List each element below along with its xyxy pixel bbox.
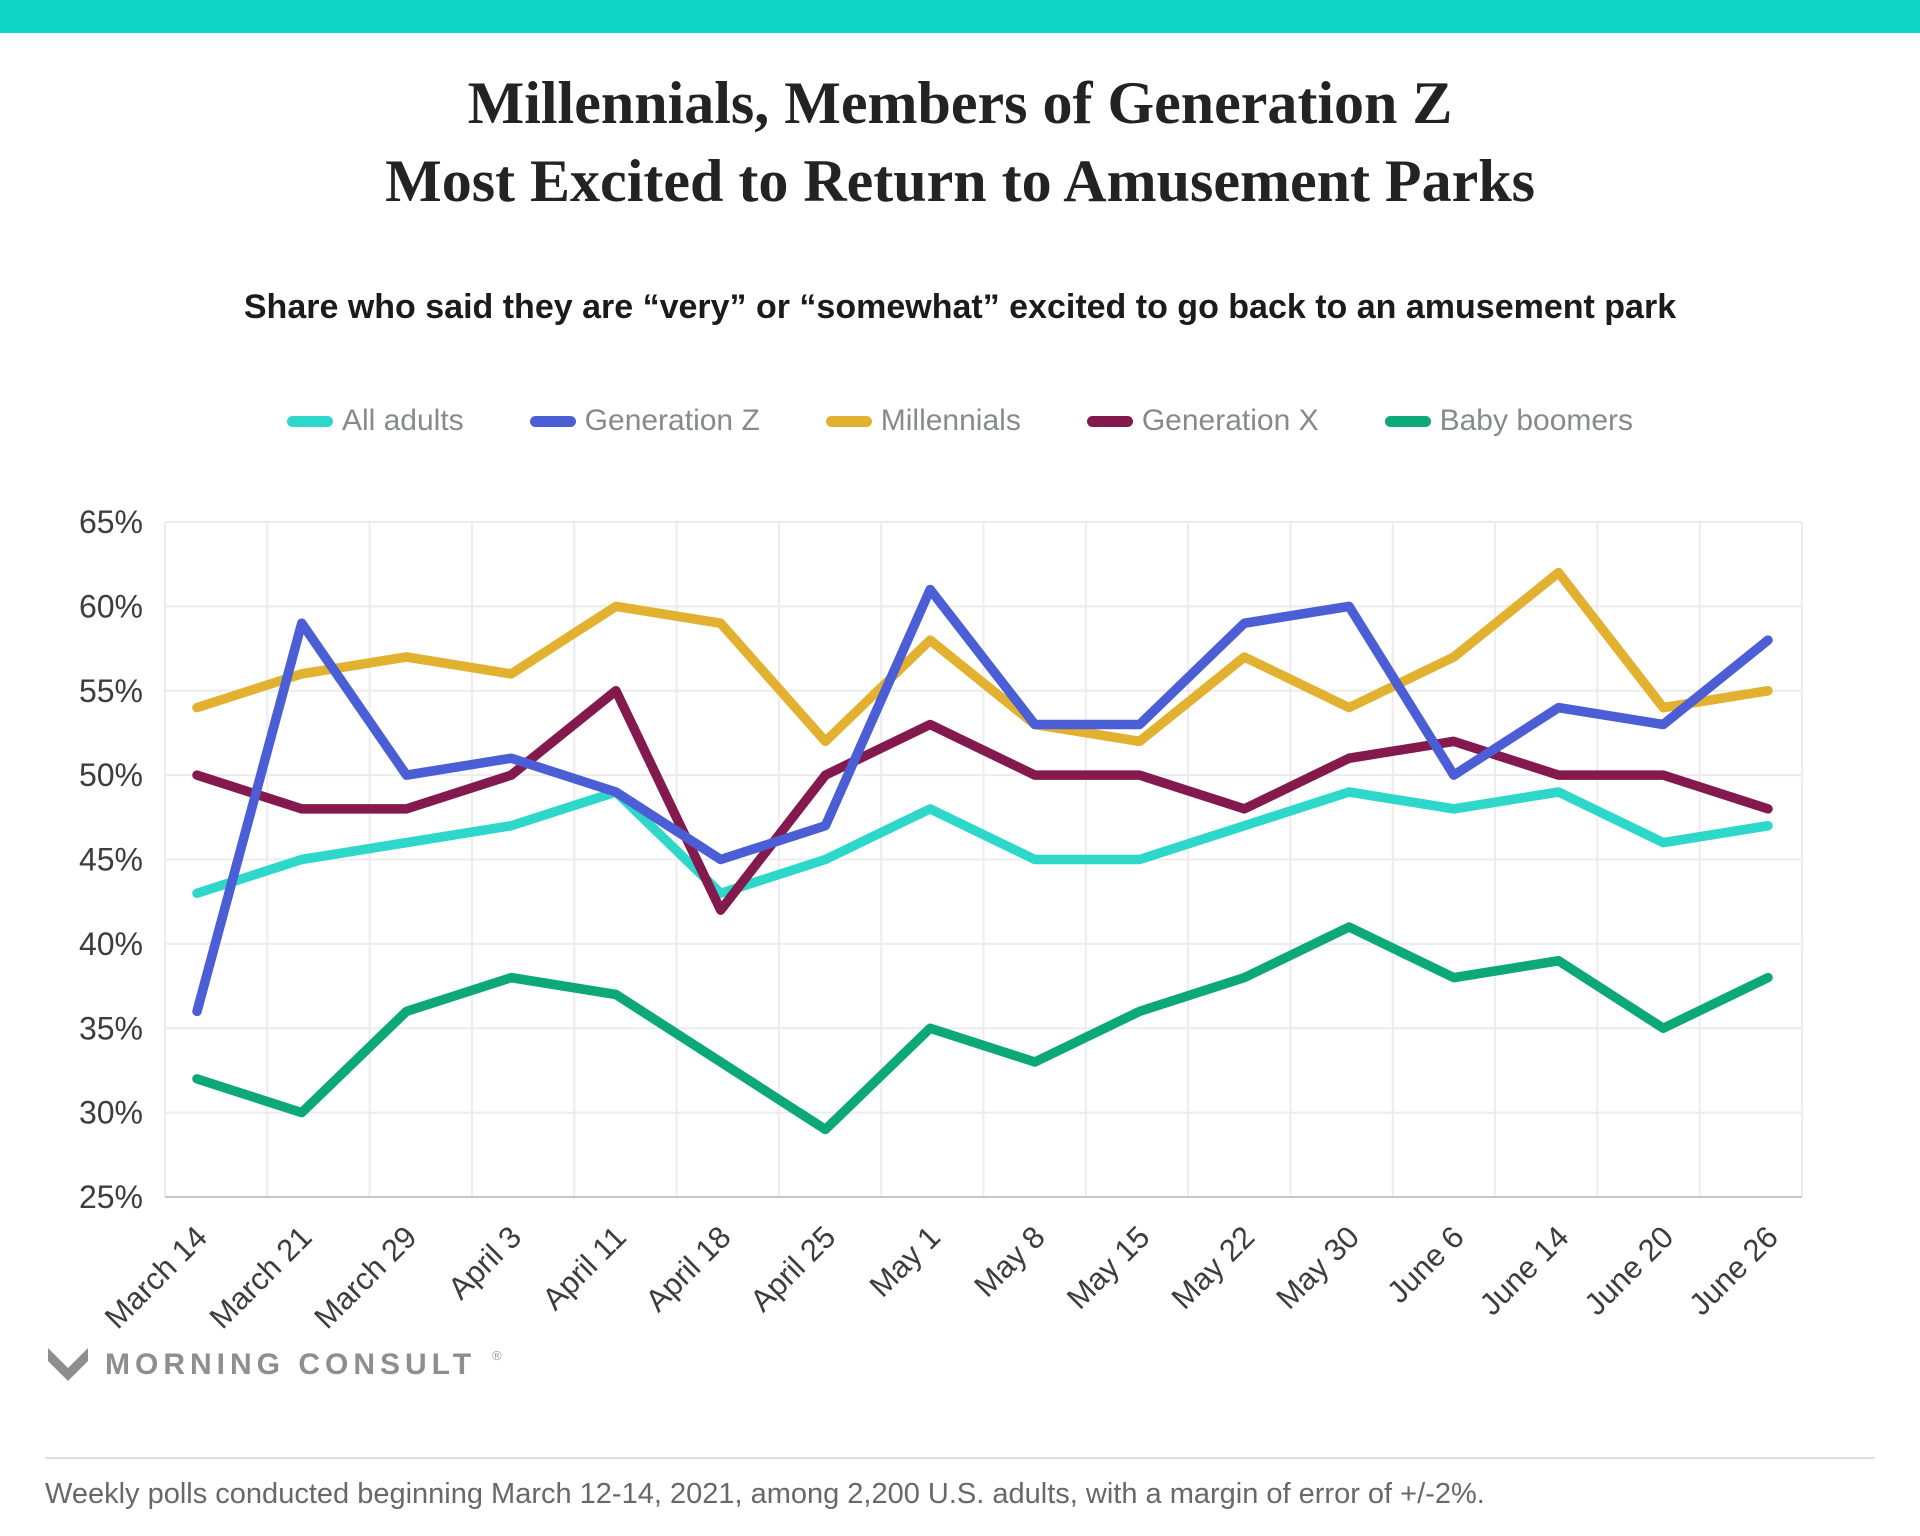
page-title-line2: Most Excited to Return to Amusement Park… xyxy=(385,148,1535,214)
y-tick-label: 40% xyxy=(79,926,143,962)
x-tick-label: April 11 xyxy=(535,1219,632,1316)
legend-item-baby-boomers: Baby boomers xyxy=(1384,404,1634,438)
y-tick-label: 45% xyxy=(79,842,143,878)
page-title: Millennials, Members of Generation Z Mos… xyxy=(0,64,1920,220)
series-line-generation-z xyxy=(192,584,1773,1017)
legend-swatch-all-adults xyxy=(286,415,333,427)
legend-item-millennials: Millennials xyxy=(825,404,1021,438)
legend-swatch-baby-boomers xyxy=(1384,415,1431,427)
series-line-all-adults xyxy=(192,787,1773,898)
legend-swatch-millennials xyxy=(825,415,872,427)
footer-separator xyxy=(45,1457,1875,1459)
x-tick-label: March 21 xyxy=(203,1219,319,1335)
x-tick-label: March 14 xyxy=(98,1219,214,1335)
y-tick-label: 30% xyxy=(79,1095,143,1131)
chart-subtitle: Share who said they are “very” or “somew… xyxy=(243,288,1677,326)
series-line-generation-x xyxy=(192,686,1773,915)
legend-label: Generation Z xyxy=(584,404,760,437)
legend-swatch-generation-x xyxy=(1086,415,1133,427)
x-tick-label: May 8 xyxy=(967,1219,1051,1303)
x-tick-label: April 25 xyxy=(743,1219,842,1318)
series-line-baby-boomers xyxy=(192,922,1773,1135)
page-title-line1: Millennials, Members of Generation Z xyxy=(467,70,1453,136)
x-tick-label: May 15 xyxy=(1060,1219,1157,1316)
legend-label: Millennials xyxy=(880,404,1021,437)
y-tick-label: 35% xyxy=(79,1010,143,1046)
y-tick-label: 50% xyxy=(79,757,143,793)
x-tick-label: May 1 xyxy=(863,1219,947,1303)
legend-swatch-generation-z xyxy=(529,415,576,427)
logo-text: MORNING CONSULT xyxy=(105,1348,477,1381)
legend: All adults Generation Z Millennials Generat… xyxy=(0,404,1920,438)
y-tick-label: 55% xyxy=(79,673,143,709)
x-tick-label: June 14 xyxy=(1473,1219,1576,1322)
legend-label: Baby boomers xyxy=(1439,404,1634,437)
y-tick-label: 25% xyxy=(79,1179,143,1215)
line-chart: 65%60%55%50%45%40%35%30%25%March 14March… xyxy=(79,504,1803,1335)
x-tick-label: June 26 xyxy=(1682,1219,1785,1322)
x-tick-label: April 18 xyxy=(639,1219,738,1318)
legend-item-generation-x: Generation X xyxy=(1086,404,1319,438)
accent-top-bar xyxy=(0,0,1920,33)
x-tick-label: March 29 xyxy=(307,1219,423,1335)
legend-label: All adults xyxy=(341,404,464,437)
series-line-millennials xyxy=(192,567,1773,747)
footer-note: Weekly polls conducted beginning March 1… xyxy=(45,1478,1485,1510)
x-tick-label: June 6 xyxy=(1380,1219,1471,1310)
x-tick-label: April 3 xyxy=(441,1219,528,1306)
x-tick-label: May 30 xyxy=(1269,1219,1366,1316)
legend-item-all-adults: All adults xyxy=(286,404,464,438)
legend-label: Generation X xyxy=(1141,404,1319,437)
legend-item-generation-z: Generation Z xyxy=(529,404,760,438)
registered-mark: ® xyxy=(492,1347,502,1363)
x-tick-label: May 22 xyxy=(1165,1219,1262,1316)
y-tick-label: 65% xyxy=(79,504,143,540)
x-tick-label: June 20 xyxy=(1577,1219,1680,1322)
y-tick-label: 60% xyxy=(79,588,143,624)
morning-consult-logo: MORNING CONSULT ® xyxy=(45,1342,502,1388)
morning-consult-mark-icon xyxy=(48,1348,88,1381)
